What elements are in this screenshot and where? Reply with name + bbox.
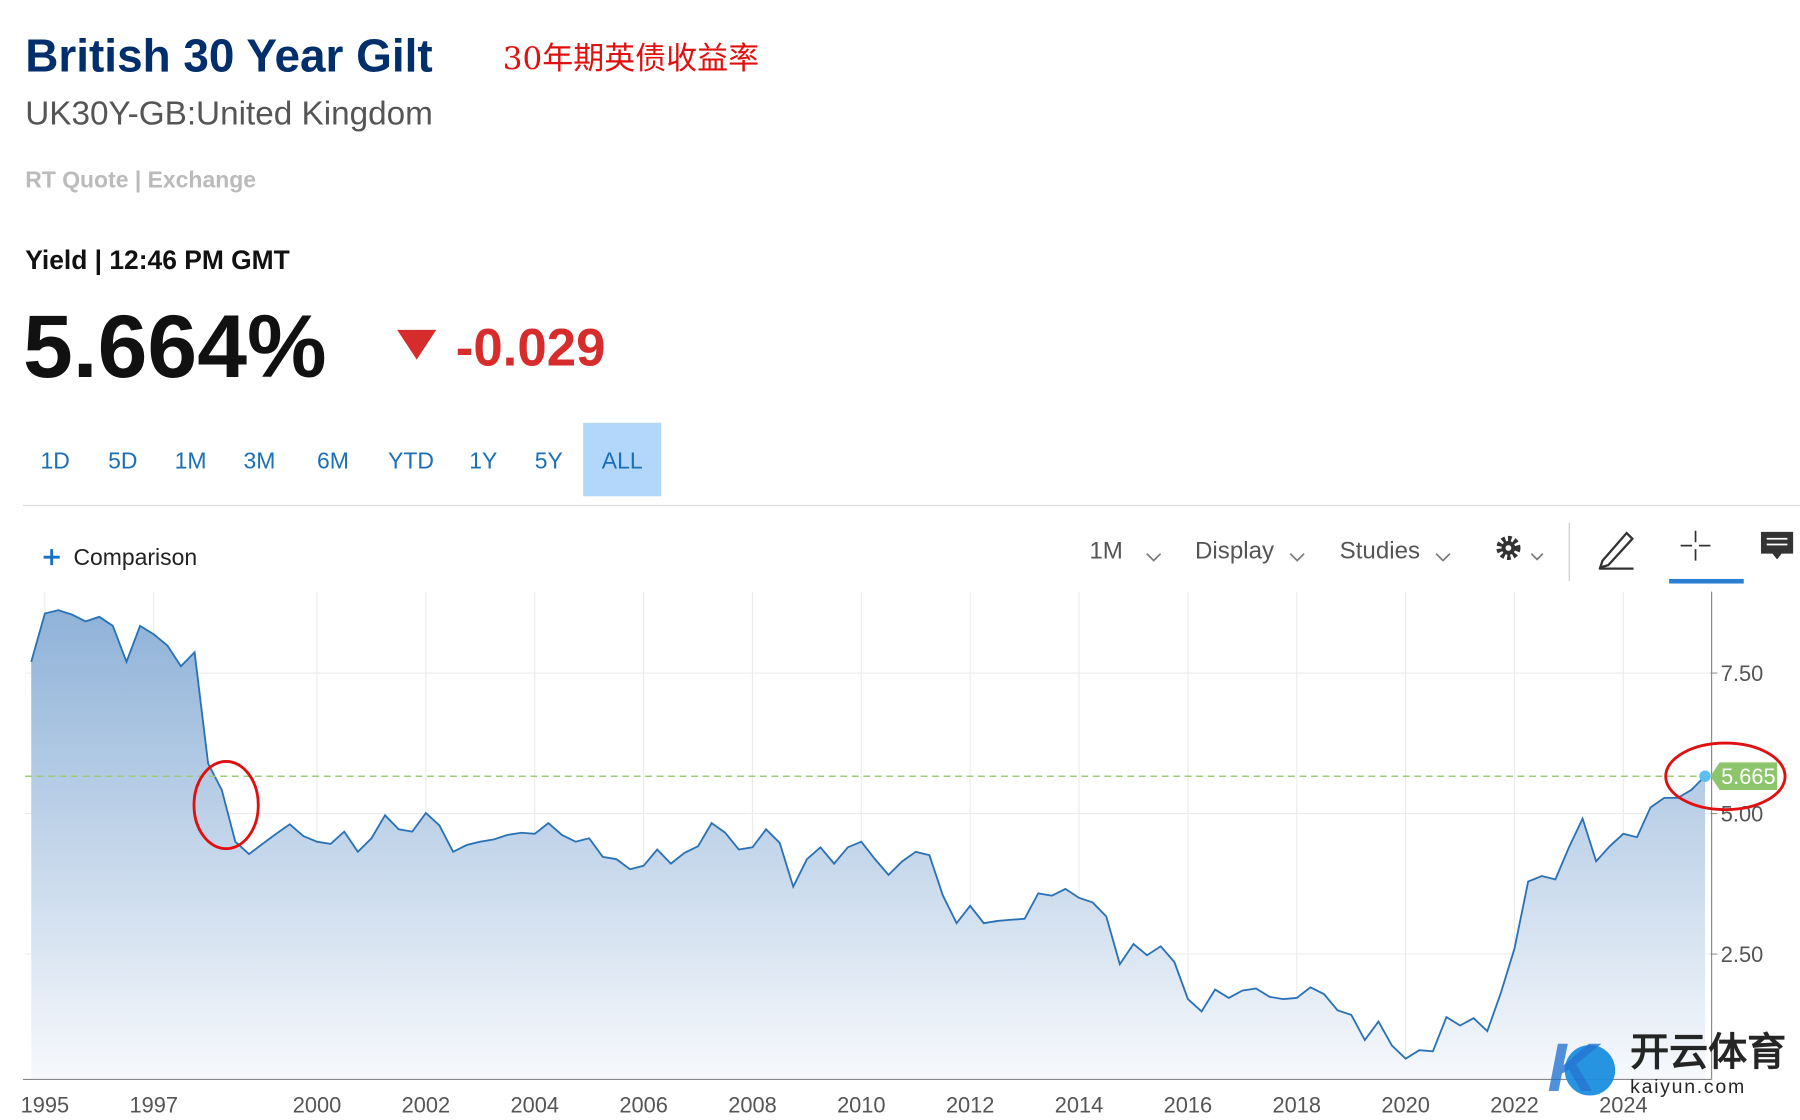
range-button[interactable]: 1D — [40, 448, 69, 474]
x-tick-label: 2024 — [1599, 1093, 1648, 1118]
symbol: UK30Y-GB:United Kingdom — [25, 95, 433, 132]
range-label: 5Y — [535, 448, 563, 474]
line — [30, 609, 1706, 1060]
range-button[interactable]: YTD — [388, 448, 434, 474]
x-tick-label: 2012 — [946, 1093, 995, 1118]
range-button[interactable]: 5D — [108, 448, 137, 474]
x-tick-label: 2008 — [728, 1093, 777, 1118]
range-button[interactable]: ALL — [583, 422, 662, 497]
x-tick-label: 2016 — [1164, 1093, 1213, 1118]
x-tick-label: 2020 — [1381, 1093, 1430, 1118]
comparison-button[interactable]: Comparison — [43, 544, 198, 570]
range-active-bg — [583, 422, 662, 497]
x-tick-label: 2018 — [1273, 1093, 1322, 1118]
plus-icon — [43, 549, 60, 566]
annotation: 30年期英债收益率 — [503, 41, 759, 77]
quote-source: RT Quote | Exchange — [25, 166, 256, 192]
down-arrow — [397, 329, 437, 360]
range-label: 3M — [244, 448, 276, 474]
range-label: 5D — [108, 448, 137, 474]
y-tick-label: 7.50 — [1721, 661, 1763, 686]
x-tick-label: 2010 — [837, 1093, 886, 1118]
settings-button[interactable] — [1496, 535, 1544, 561]
display-menu[interactable]: Display — [1195, 537, 1305, 564]
range-label: 1Y — [469, 448, 497, 474]
area-fill — [31, 610, 1706, 1080]
chevron — [1435, 553, 1451, 562]
range-label: 6M — [317, 448, 349, 474]
range-bar: 1D 5D 1M 3M 6M YTD 1Y 5Y ALL — [40, 422, 662, 497]
price: 5.664% — [23, 296, 327, 396]
range-button[interactable]: 1Y — [469, 448, 497, 474]
watermark-site: kaiyun.com — [1630, 1076, 1746, 1098]
last-value-label: 5.665 — [1721, 764, 1776, 789]
chevron — [1530, 553, 1544, 561]
interval-menu[interactable]: 1M — [1089, 537, 1162, 564]
quote-time: Yield | 12:46 PM GMT — [25, 245, 290, 275]
range-label: 1D — [40, 448, 69, 474]
gear-hole — [1505, 545, 1512, 551]
range-button[interactable]: 5Y — [535, 448, 563, 474]
x-tick-label: 2022 — [1490, 1093, 1539, 1118]
range-button[interactable]: 1M — [175, 448, 207, 474]
range-button[interactable]: 3M — [244, 448, 276, 474]
watermark-ball — [1564, 1045, 1616, 1096]
range-button[interactable]: 6M — [317, 448, 349, 474]
x-tick-label: 2014 — [1055, 1093, 1104, 1118]
comparison-label: Comparison — [73, 544, 197, 570]
comment-icon — [1760, 531, 1794, 560]
chevron — [1146, 553, 1162, 562]
interval-label: 1M — [1089, 537, 1122, 564]
watermark: K 开云体育 kaiyun.com — [1547, 1029, 1786, 1106]
studies-menu[interactable]: Studies — [1340, 537, 1451, 564]
x-tick-label: 1997 — [129, 1093, 178, 1118]
range-label: YTD — [388, 448, 434, 474]
comment-lines — [1766, 537, 1788, 546]
range-label: 1M — [175, 448, 207, 474]
last-value-tag — [1710, 762, 1778, 790]
highlight-circle — [192, 760, 260, 851]
draw-button[interactable] — [1598, 531, 1634, 570]
chart: 1995 1997 2000 2002 2004 2006 2008 2010 2012 2014… — [21, 591, 1778, 1118]
watermark-k: K — [1547, 1029, 1601, 1106]
chevron — [1289, 553, 1305, 562]
title: British 30 Year Gilt — [25, 30, 432, 82]
crosshair-button[interactable] — [1669, 530, 1744, 584]
gear-teeth — [1496, 535, 1521, 560]
display-label: Display — [1195, 537, 1274, 564]
x-tick-label: 1995 — [21, 1093, 70, 1118]
crosshair-icon — [1680, 530, 1711, 561]
x-tick-label: 2002 — [402, 1093, 451, 1118]
change: -0.029 — [456, 318, 606, 377]
watermark-name: 开云体育 — [1630, 1030, 1786, 1076]
range-label: ALL — [602, 448, 643, 474]
active-indicator — [1669, 578, 1744, 584]
x-tick-label: 2006 — [619, 1093, 668, 1118]
x-tick-label: 2000 — [293, 1093, 342, 1118]
y-tick-label: 2.50 — [1721, 942, 1763, 967]
comment-button[interactable] — [1760, 531, 1794, 560]
studies-label: Studies — [1340, 537, 1420, 564]
x-tick-label: 2004 — [510, 1093, 559, 1118]
last-point — [1699, 770, 1711, 782]
highlight-circle — [1664, 741, 1787, 812]
pencil-icon — [1598, 531, 1634, 570]
